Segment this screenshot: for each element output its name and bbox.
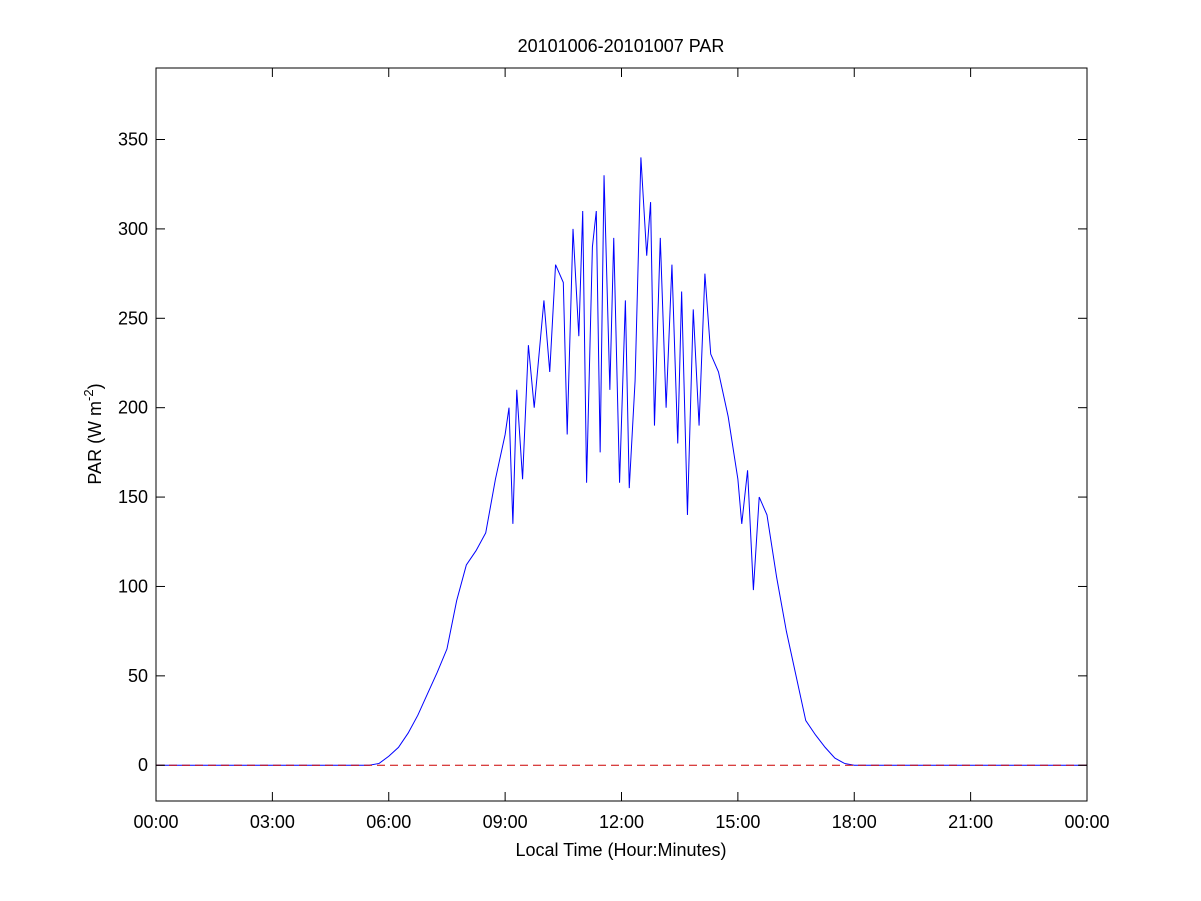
- y-label-end: ): [85, 383, 105, 389]
- y-label-text: PAR (W m: [85, 401, 105, 485]
- y-tick-label: 0: [138, 755, 148, 775]
- y-tick-label: 250: [118, 308, 148, 328]
- x-tick-label: 18:00: [832, 812, 877, 832]
- data-line: [156, 157, 1087, 766]
- chart-title: 20101006-20101007 PAR: [518, 36, 725, 56]
- x-tick-label: 00:00: [133, 812, 178, 832]
- x-tick-label: 06:00: [366, 812, 411, 832]
- y-tick-label: 100: [118, 576, 148, 596]
- y-tick-label: 50: [128, 666, 148, 686]
- y-tick-label: 350: [118, 130, 148, 150]
- x-tick-label: 09:00: [483, 812, 528, 832]
- y-tick-label: 300: [118, 219, 148, 239]
- x-tick-label: 00:00: [1064, 812, 1109, 832]
- y-axis-label: PAR (W m-2): [81, 383, 105, 484]
- y-label-sup: -2: [81, 389, 96, 401]
- y-tick-label: 150: [118, 487, 148, 507]
- x-tick-label: 21:00: [948, 812, 993, 832]
- y-tick-label: 200: [118, 398, 148, 418]
- x-tick-label: 12:00: [599, 812, 644, 832]
- x-tick-label: 03:00: [250, 812, 295, 832]
- x-tick-label: 15:00: [715, 812, 760, 832]
- x-axis-label: Local Time (Hour:Minutes): [515, 840, 726, 860]
